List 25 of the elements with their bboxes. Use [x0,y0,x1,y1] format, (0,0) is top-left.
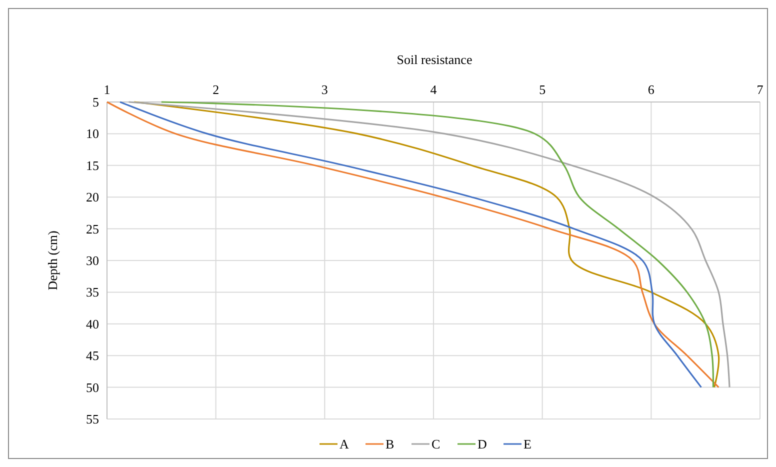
x-tick-label: 2 [212,82,220,97]
x-tick-label: 4 [430,82,438,97]
y-tick-label: 40 [86,316,99,332]
y-axis-title: Depth (cm) [45,230,60,290]
legend-label: D [478,436,487,452]
y-tick-label: 5 [92,94,99,110]
legend-label: E [524,436,532,452]
x-tick-label: 6 [648,82,655,97]
legend-label: B [386,436,394,452]
y-tick-label: 25 [86,221,99,236]
x-tick-label: 7 [756,82,764,97]
y-tick-label: 35 [86,284,99,300]
x-axis-title: Soil resistance [396,52,472,67]
x-tick-label: 3 [321,82,328,97]
y-tick-label: 10 [86,126,99,142]
legend-label: A [340,436,350,452]
y-tick-label: 20 [86,190,99,205]
y-tick-label: 30 [86,253,99,268]
legend-label: C [432,436,440,452]
y-tick-label: 50 [86,380,99,395]
x-tick-label: 5 [539,82,546,97]
y-tick-label: 55 [86,412,99,426]
y-tick-label: 45 [86,348,99,364]
x-tick-label: 1 [104,82,110,97]
y-tick-label: 15 [86,158,99,173]
